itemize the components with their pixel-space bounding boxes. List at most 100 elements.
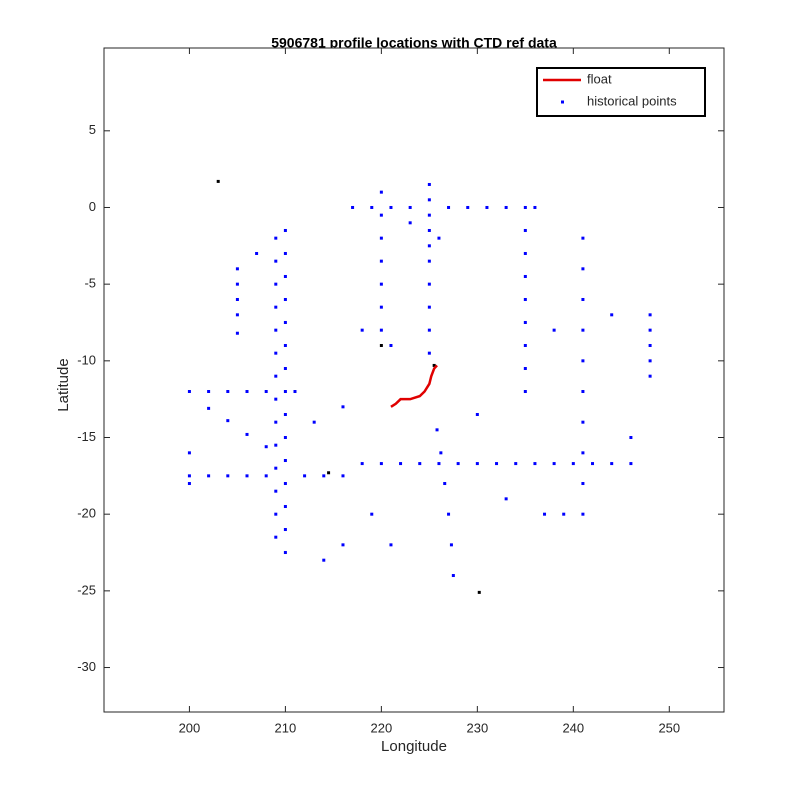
point xyxy=(283,297,287,301)
point xyxy=(283,251,287,255)
point xyxy=(427,328,431,332)
point xyxy=(235,297,239,301)
point xyxy=(648,328,652,332)
y-tick-label: 0 xyxy=(89,199,96,214)
point xyxy=(379,190,383,194)
legend-label: historical points xyxy=(587,93,677,108)
point xyxy=(610,462,614,466)
point xyxy=(255,251,259,255)
point xyxy=(341,543,345,547)
point xyxy=(187,451,191,455)
point xyxy=(360,462,364,466)
point xyxy=(264,474,268,478)
point xyxy=(427,305,431,309)
point xyxy=(379,462,383,466)
point xyxy=(235,331,239,335)
point xyxy=(571,462,575,466)
point xyxy=(379,236,383,240)
point xyxy=(504,497,508,501)
point xyxy=(274,351,278,355)
float-track xyxy=(390,364,438,408)
point xyxy=(187,474,191,478)
point xyxy=(274,489,278,493)
point xyxy=(283,528,287,532)
point xyxy=(581,297,585,301)
point xyxy=(427,351,431,355)
point xyxy=(533,205,537,209)
point xyxy=(427,182,431,186)
point xyxy=(283,505,287,509)
point xyxy=(648,374,652,378)
point xyxy=(523,297,527,301)
point xyxy=(370,205,374,209)
point xyxy=(274,236,278,240)
point xyxy=(370,512,374,516)
point xyxy=(523,366,527,370)
point xyxy=(495,462,499,466)
point xyxy=(581,236,585,240)
point xyxy=(435,428,439,432)
x-tick-label: 250 xyxy=(658,720,680,735)
x-tick-label: 240 xyxy=(562,720,584,735)
point xyxy=(341,405,345,409)
point xyxy=(504,205,508,209)
point xyxy=(523,251,527,255)
point xyxy=(437,462,441,466)
point xyxy=(283,228,287,232)
y-tick-label: -30 xyxy=(77,659,96,674)
point xyxy=(283,551,287,555)
point xyxy=(283,343,287,347)
point xyxy=(274,535,278,539)
point xyxy=(629,462,633,466)
point xyxy=(591,462,595,466)
point xyxy=(274,259,278,263)
plot-area xyxy=(103,47,725,713)
point xyxy=(274,282,278,286)
point xyxy=(274,305,278,309)
point xyxy=(427,228,431,232)
point xyxy=(437,236,441,240)
point xyxy=(283,459,287,463)
point xyxy=(379,305,383,309)
point xyxy=(447,512,451,516)
point xyxy=(514,462,518,466)
point xyxy=(449,543,453,547)
point xyxy=(408,221,412,225)
point xyxy=(207,390,211,394)
point xyxy=(245,390,249,394)
point xyxy=(552,462,556,466)
point xyxy=(283,390,287,394)
point xyxy=(629,436,633,440)
point xyxy=(418,462,422,466)
point xyxy=(432,363,436,367)
point xyxy=(379,282,383,286)
y-tick-label: -10 xyxy=(77,352,96,367)
point xyxy=(543,512,547,516)
y-tick-label: -25 xyxy=(77,582,96,597)
point xyxy=(207,474,211,478)
point xyxy=(443,482,447,486)
point xyxy=(283,320,287,324)
point xyxy=(523,390,527,394)
point xyxy=(245,432,249,436)
point xyxy=(226,390,230,394)
point xyxy=(283,366,287,370)
x-tick-label: 200 xyxy=(179,720,201,735)
point xyxy=(475,462,479,466)
point xyxy=(379,259,383,263)
legend-label: float xyxy=(587,71,612,86)
point xyxy=(264,390,268,394)
point xyxy=(408,205,412,209)
point xyxy=(648,313,652,317)
point xyxy=(216,179,220,183)
point xyxy=(379,328,383,332)
point xyxy=(264,445,268,449)
point xyxy=(283,274,287,278)
point xyxy=(427,198,431,202)
y-tick-label: -5 xyxy=(84,276,96,291)
y-tick-label: -15 xyxy=(77,429,96,444)
point xyxy=(523,228,527,232)
legend-swatch xyxy=(561,100,564,104)
point xyxy=(379,213,383,217)
